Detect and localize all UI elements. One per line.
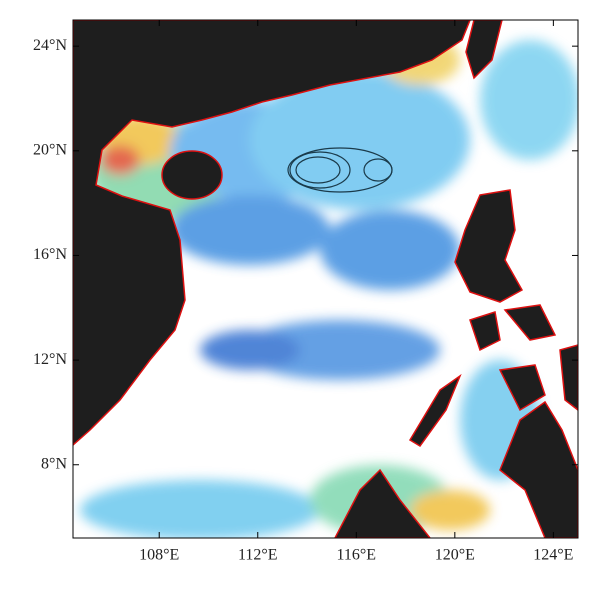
axes: 108°E 112°E 116°E 120°E 124°E 8°N 12°N 16°N 20°N… bbox=[33, 20, 578, 564]
chlorophyll-contours bbox=[287, 147, 393, 193]
x-tick-label: 120°E bbox=[435, 547, 475, 564]
map-frame bbox=[72, 19, 579, 539]
y-tick-label: 24°N bbox=[33, 37, 67, 54]
x-tick-label: 108°E bbox=[139, 547, 179, 564]
map-area bbox=[73, 20, 578, 538]
x-tick-label: 124°E bbox=[533, 547, 573, 564]
x-tick-label: 116°E bbox=[337, 547, 377, 564]
y-tick-label: 16°N bbox=[33, 246, 67, 263]
y-tick-label: 20°N bbox=[33, 141, 67, 158]
land bbox=[73, 20, 578, 538]
y-tick-label: 12°N bbox=[33, 351, 67, 368]
x-tick-label: 112°E bbox=[238, 547, 278, 564]
y-tick-label: 8°N bbox=[41, 455, 67, 472]
